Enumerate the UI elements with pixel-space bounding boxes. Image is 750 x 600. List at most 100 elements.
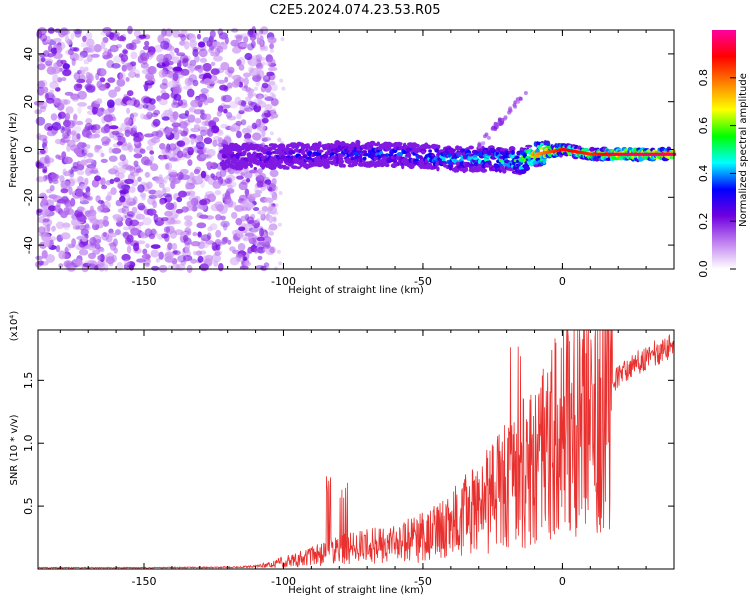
y-tick-label: 20	[22, 95, 35, 109]
spectrogram-y-axis: -40 -20 0 20 40	[22, 47, 674, 254]
noise-blob	[49, 81, 59, 90]
noise-blob	[268, 186, 273, 192]
noise-blob	[204, 120, 210, 126]
snr-x-label: Height of straight line (km)	[288, 585, 424, 596]
x-tick-label: -150	[132, 275, 157, 288]
noise-blob	[62, 63, 71, 70]
noise-blob	[174, 47, 180, 54]
noise-blob	[99, 77, 106, 83]
noise-blob	[80, 41, 90, 48]
noise-blob	[212, 180, 222, 189]
ridge-blob	[436, 166, 440, 172]
noise-blob	[111, 147, 122, 154]
noise-blob	[207, 226, 213, 232]
noise-blob	[114, 169, 120, 177]
spectrogram-panel: -150 -100 -50 0 -40 -20 0 20 40 Height of strai…	[8, 25, 677, 296]
noise-blob	[263, 183, 268, 188]
noise-blob	[279, 78, 284, 83]
noise-blob	[241, 85, 248, 91]
noise-blob	[227, 184, 233, 189]
noise-blob	[146, 145, 154, 151]
ridge-core	[641, 152, 645, 156]
ridge-blob	[285, 166, 290, 170]
noise-blob	[103, 114, 114, 123]
noise-blob	[256, 180, 264, 188]
noise-blob	[89, 163, 96, 170]
noise-blob	[77, 170, 85, 176]
noise-blob	[156, 53, 167, 63]
ridge-streak	[490, 126, 495, 131]
noise-blob	[269, 169, 279, 178]
noise-blob	[109, 241, 117, 251]
ridge-core	[605, 152, 608, 156]
noise-blob	[213, 260, 219, 267]
noise-blob	[168, 157, 178, 162]
ridge-core	[569, 149, 572, 153]
noise-blob	[111, 63, 121, 69]
ridge-blob	[323, 163, 331, 169]
ridge-core	[542, 151, 546, 155]
noise-blob	[77, 106, 82, 115]
noise-blob	[83, 224, 91, 231]
noise-blob	[96, 260, 105, 268]
ridge-blob	[249, 163, 253, 168]
noise-blob	[205, 161, 214, 167]
noise-blob	[189, 59, 197, 67]
ridge-core	[623, 152, 626, 156]
noise-blob	[37, 216, 47, 224]
noise-blob	[268, 231, 275, 236]
noise-blob	[244, 188, 250, 197]
ridge-core	[570, 149, 573, 153]
ridge-core	[577, 150, 580, 154]
noise-blob	[260, 47, 265, 52]
noise-blob	[36, 63, 46, 71]
noise-blob	[76, 206, 85, 212]
ridge-blob	[366, 141, 371, 146]
noise-blob	[212, 41, 222, 48]
noise-blob	[161, 69, 168, 78]
noise-blob	[276, 249, 281, 254]
ridge-blob	[369, 160, 376, 165]
noise-blob	[271, 178, 277, 186]
ridge-core	[544, 151, 547, 155]
noise-blob	[96, 219, 107, 225]
noise-blob	[256, 246, 266, 254]
ridge-core	[583, 151, 586, 155]
ridge-core	[548, 150, 551, 154]
ridge-core	[619, 152, 622, 156]
noise-blob	[188, 74, 198, 83]
y-tick-label: 1.5	[22, 372, 35, 390]
noise-blob	[240, 119, 247, 126]
ridge-blob	[338, 158, 345, 165]
noise-blob	[206, 40, 213, 47]
noise-blob	[190, 241, 201, 247]
noise-blob	[142, 248, 148, 255]
noise-blob	[238, 64, 245, 71]
noise-blob	[95, 171, 100, 177]
noise-blob	[46, 97, 55, 104]
noise-blob	[126, 245, 132, 254]
noise-blob	[271, 211, 279, 216]
noise-blob	[146, 181, 153, 189]
noise-blob	[67, 49, 74, 56]
noise-blob	[244, 105, 250, 112]
noise-blob	[140, 52, 150, 61]
ridge-core	[657, 152, 660, 156]
ridge-core	[561, 148, 564, 152]
noise-blob	[186, 88, 195, 98]
noise-blob	[119, 154, 127, 162]
noise-blob	[197, 126, 208, 132]
x-tick-label: -150	[132, 575, 157, 588]
noise-blob	[177, 255, 187, 263]
noise-blob	[239, 105, 244, 112]
ridge-core	[622, 152, 625, 156]
noise-blob	[94, 144, 100, 153]
noise-blob	[203, 137, 213, 145]
noise-blob	[67, 139, 76, 148]
ridge-blob	[546, 142, 551, 147]
y-tick-label: -20	[22, 188, 35, 206]
noise-blob	[152, 118, 161, 127]
noise-blob	[109, 32, 119, 41]
noise-blob	[247, 246, 253, 254]
